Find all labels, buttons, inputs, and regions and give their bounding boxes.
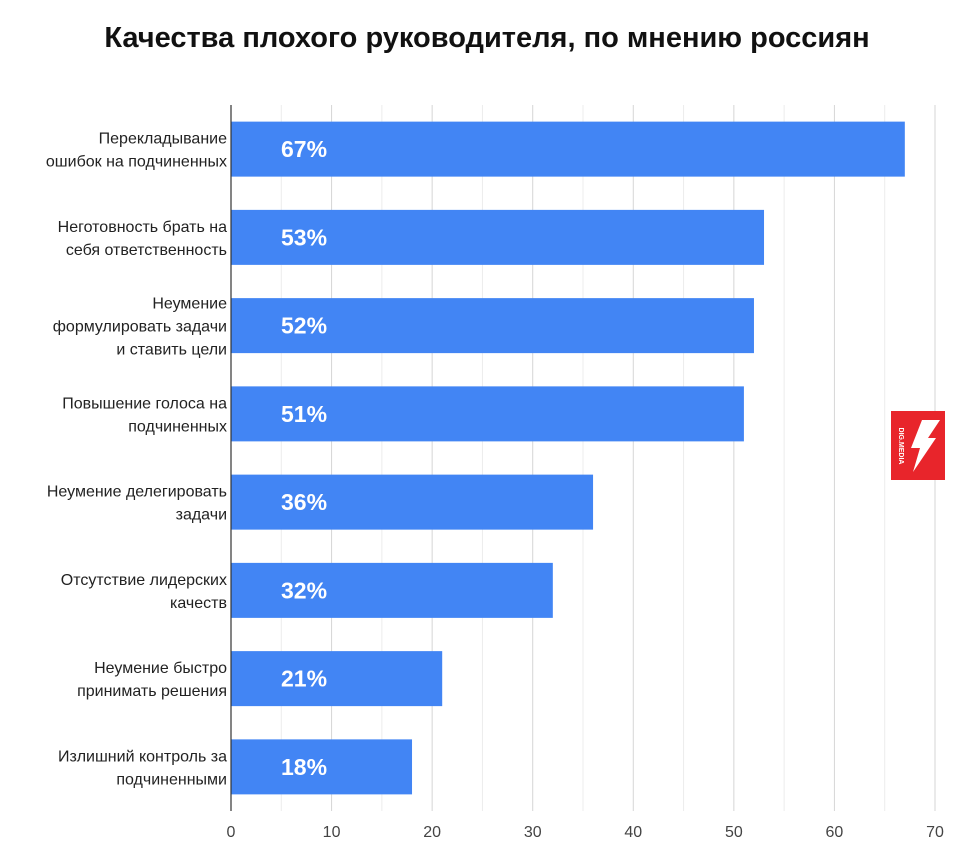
bar (231, 651, 443, 707)
bar (231, 298, 754, 354)
category-label: Неготовность брать на себя ответственност… (58, 219, 227, 259)
category-label-line: Неумение быстро (94, 660, 227, 677)
x-tick-label: 60 (826, 824, 844, 841)
category-label-line: ошибок на подчиненных (46, 154, 227, 171)
category-label: Неумение быстро принимать решения (77, 660, 227, 700)
category-label-line: подчиненных (128, 418, 227, 435)
bar (231, 562, 553, 618)
category-label: Повышение голоса на подчиненных (62, 395, 227, 435)
bar (231, 121, 905, 177)
category-label-line: формулировать задачи (53, 319, 227, 336)
logo-text: DIG.MEDIA (897, 428, 904, 465)
category-label-line: подчиненными (116, 771, 227, 788)
lightning-icon (911, 420, 940, 472)
data-label: 32% (281, 577, 327, 603)
category-label-line: Неумение делегировать (47, 484, 227, 501)
category-label: Неумение формулировать задачи и ставить це… (53, 296, 227, 359)
bar (231, 209, 765, 265)
category-label-line: Неумение (152, 296, 227, 313)
category-label-line: принимать решения (77, 683, 227, 700)
x-tick-label: 40 (624, 824, 642, 841)
category-label-line: Отсутствие лидерских (61, 572, 227, 589)
x-tick-label: 10 (323, 824, 341, 841)
data-label: 21% (281, 666, 327, 692)
x-tick-label: 0 (227, 824, 236, 841)
category-label-line: качеств (170, 595, 227, 612)
data-label: 53% (281, 224, 327, 250)
data-label: 52% (281, 313, 327, 339)
x-tick-label: 30 (524, 824, 542, 841)
category-label: Перекладывание ошибок на подчиненных (46, 131, 227, 171)
bar (231, 739, 413, 795)
category-label-line: и ставить цели (116, 342, 227, 359)
bar (231, 474, 594, 530)
category-label-line: задачи (176, 507, 227, 524)
category-label-line: Перекладывание (99, 131, 227, 148)
category-label-line: Излишний контроль за (58, 748, 227, 765)
category-label: Отсутствие лидерских качеств (61, 572, 227, 612)
x-tick-label: 70 (926, 824, 944, 841)
category-label-line: себя ответственность (66, 242, 227, 259)
data-label: 18% (281, 754, 327, 780)
data-label: 67% (281, 136, 327, 162)
category-label: Неумение делегировать задачи (47, 484, 227, 524)
x-tick-label: 20 (423, 824, 441, 841)
category-label-line: Повышение голоса на (62, 395, 227, 412)
category-label: Излишний контроль за подчиненными (58, 748, 227, 788)
data-label: 36% (281, 489, 327, 515)
chart-title: Качества плохого руководителя, по мнению… (104, 22, 870, 54)
data-label: 51% (281, 401, 327, 427)
x-tick-label: 50 (725, 824, 743, 841)
category-label-line: Неготовность брать на (58, 219, 227, 236)
logo: DIG.MEDIA (891, 411, 945, 480)
bar (231, 386, 744, 442)
